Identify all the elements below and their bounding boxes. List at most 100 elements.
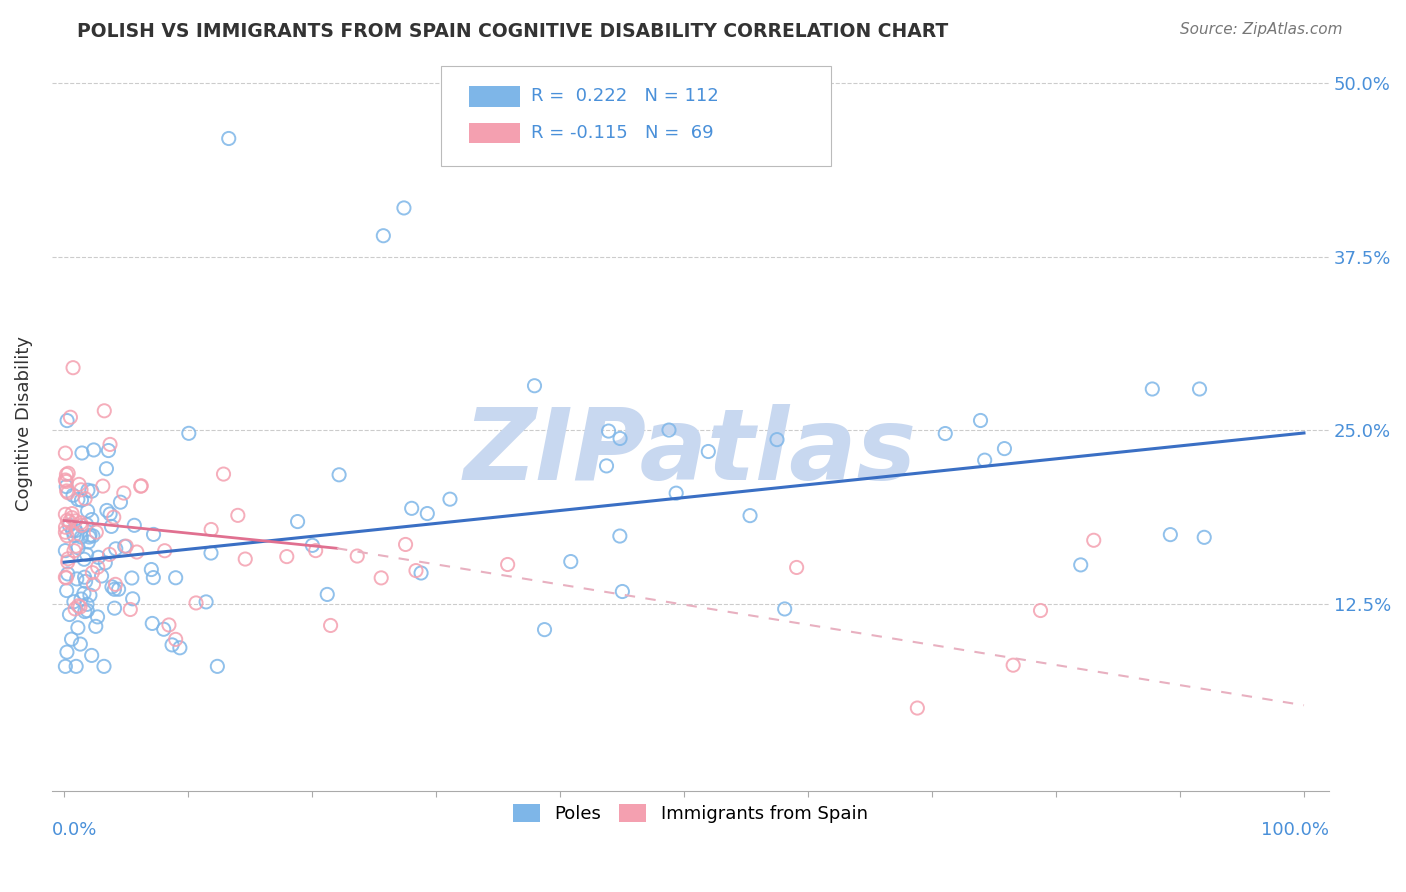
Point (287, 515, 309, 529)
Point (67, 541, 90, 555)
Point (416, 507, 439, 521)
Point (77, 483, 100, 498)
Point (195, 595, 218, 609)
Point (55, 525, 77, 540)
Point (125, 545, 148, 559)
Point (141, 616, 163, 631)
Point (439, 492, 461, 507)
Point (70, 592, 93, 607)
Point (1002, 658, 1025, 673)
Point (70, 518, 93, 533)
Text: 0.0%: 0.0% (52, 821, 97, 838)
Point (394, 537, 416, 551)
Point (66, 572, 89, 586)
Point (276, 549, 298, 564)
Point (142, 571, 165, 585)
Point (56, 485, 79, 500)
Point (160, 638, 183, 652)
Point (56, 566, 79, 581)
Point (70, 493, 93, 508)
Point (101, 580, 124, 594)
Point (87, 560, 110, 574)
Point (79, 528, 101, 542)
Point (60, 632, 83, 647)
Point (165, 571, 187, 585)
Point (62, 488, 84, 502)
Point (65, 659, 87, 673)
Point (609, 529, 631, 543)
Point (65, 514, 87, 528)
Point (56, 551, 79, 566)
Text: R = -0.115   N =  69: R = -0.115 N = 69 (530, 124, 713, 142)
Point (103, 510, 125, 524)
Point (104, 541, 127, 556)
Point (87, 550, 110, 565)
Point (66, 621, 89, 635)
Bar (470, 123, 520, 144)
Point (55, 508, 77, 522)
Point (55, 571, 77, 585)
Point (58, 607, 80, 622)
Point (70, 446, 93, 460)
Point (993, 442, 1015, 456)
Point (496, 558, 519, 572)
Point (409, 566, 432, 580)
Point (110, 495, 132, 509)
Point (114, 539, 136, 553)
Point (103, 601, 125, 615)
Point (55, 473, 77, 487)
Point (79, 588, 101, 602)
Point (738, 508, 761, 523)
Point (1142, 382, 1164, 396)
Point (766, 433, 789, 447)
Point (73, 586, 96, 600)
Point (62, 360, 84, 375)
Point (233, 552, 256, 566)
Point (65, 524, 87, 538)
Text: R =  0.222   N = 112: R = 0.222 N = 112 (530, 87, 718, 105)
Text: 100.0%: 100.0% (1261, 821, 1329, 838)
Point (80, 484, 103, 499)
Point (55, 483, 77, 498)
Point (98, 547, 121, 561)
FancyBboxPatch shape (441, 66, 831, 166)
Point (75, 574, 97, 589)
Point (141, 562, 163, 576)
Point (86, 610, 108, 624)
Point (1083, 533, 1105, 548)
Point (76, 548, 98, 562)
Point (55, 659, 77, 673)
Point (93, 659, 115, 673)
Point (77, 535, 100, 549)
Point (697, 444, 720, 458)
Point (595, 458, 617, 473)
Point (121, 591, 143, 606)
Point (58, 518, 80, 533)
Point (129, 479, 152, 493)
Point (169, 640, 191, 655)
Point (200, 523, 222, 537)
Point (56, 645, 79, 659)
Point (177, 426, 200, 441)
Point (316, 587, 339, 601)
Point (1159, 527, 1181, 541)
Point (63, 602, 86, 616)
Point (121, 571, 143, 585)
Point (67, 599, 90, 613)
Point (207, 659, 229, 673)
Text: ZIPatlas: ZIPatlas (464, 404, 917, 501)
Point (69, 637, 91, 651)
Point (786, 560, 808, 574)
Legend: Poles, Immigrants from Spain: Poles, Immigrants from Spain (506, 797, 875, 830)
Point (218, 131, 240, 145)
Point (73, 552, 96, 566)
Point (1188, 382, 1211, 396)
Point (523, 378, 546, 392)
Point (84, 525, 107, 540)
Point (60, 507, 83, 521)
Point (91, 479, 114, 493)
Point (98, 437, 121, 451)
Point (305, 543, 328, 558)
Point (184, 596, 207, 610)
Point (83, 442, 105, 457)
